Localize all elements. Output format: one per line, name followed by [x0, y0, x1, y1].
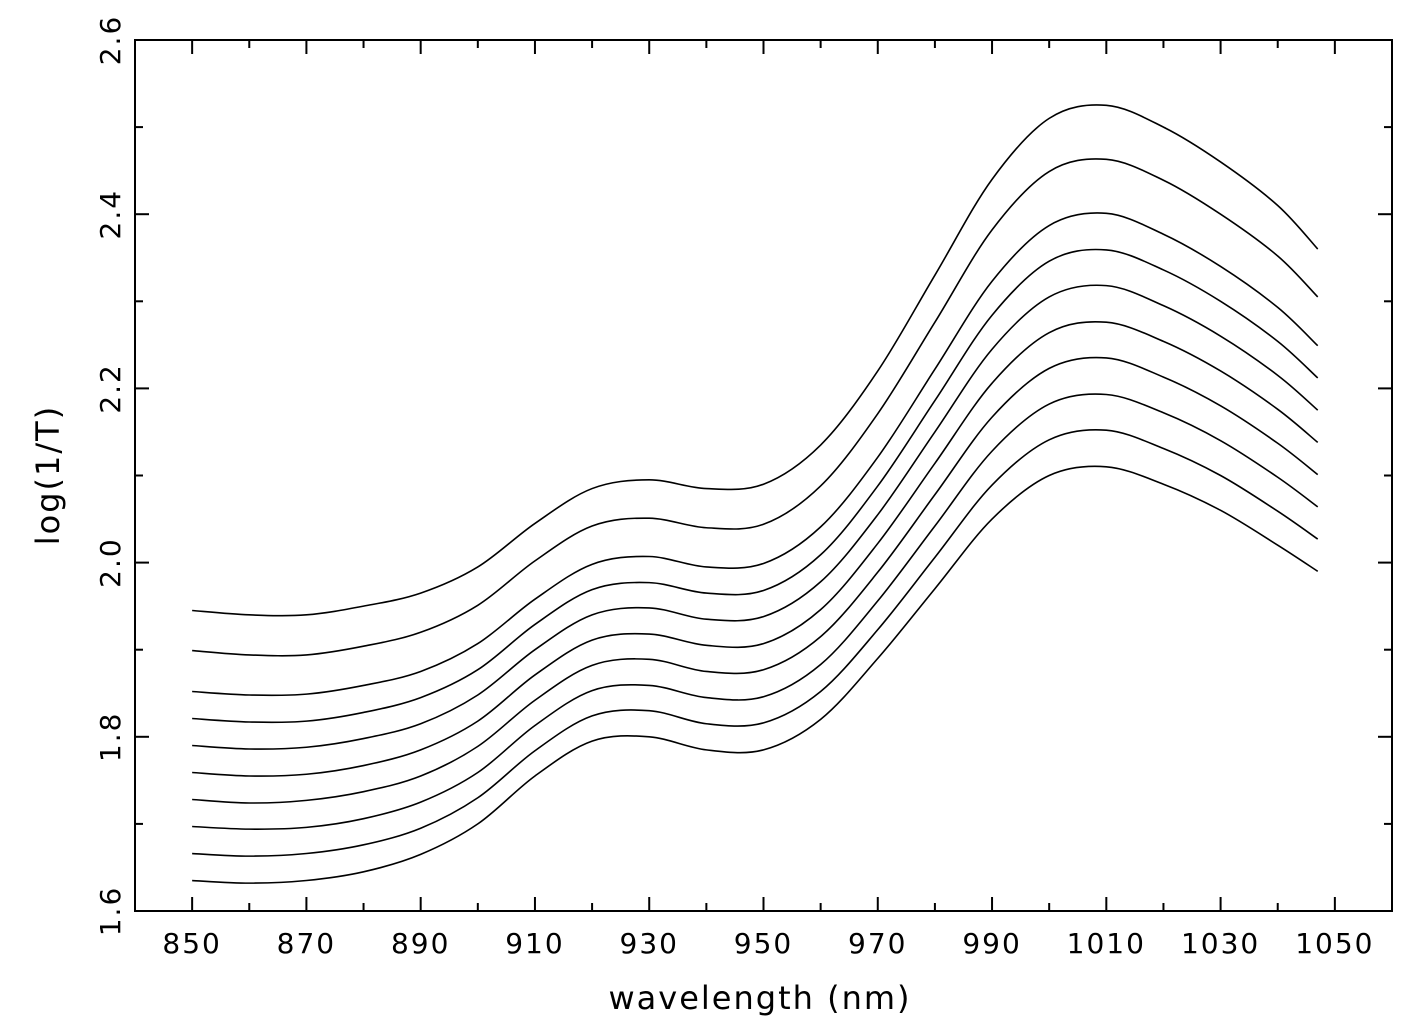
x-tick-label: 850	[162, 927, 221, 960]
y-axis-label: log(1/T)	[29, 405, 67, 545]
y-tick-label: 1.8	[94, 712, 127, 763]
plot-frame	[134, 39, 1393, 912]
y-tick-label: 1.6	[94, 886, 127, 937]
x-axis-label: wavelength (nm)	[609, 979, 912, 1017]
x-tick-label: 930	[620, 927, 679, 960]
x-tick-label: 870	[277, 927, 336, 960]
spectrum-line	[192, 248, 1319, 724]
y-tick-label: 2.0	[94, 537, 127, 588]
spectrum-line	[192, 356, 1319, 804]
spectrum-line	[192, 158, 1319, 657]
spectrum-line	[192, 320, 1319, 777]
x-tick-label: 970	[848, 927, 907, 960]
y-tick-label: 2.6	[94, 15, 127, 66]
spectrum-line	[192, 429, 1319, 857]
x-tick-label: 1050	[1295, 927, 1374, 960]
y-tick-label: 2.4	[94, 189, 127, 240]
x-tick-label: 890	[391, 927, 450, 960]
x-tick-label: 910	[505, 927, 564, 960]
spectrum-line	[192, 212, 1319, 697]
spectrum-line	[192, 284, 1319, 750]
spectrum-line	[192, 393, 1319, 830]
x-tick-label: 1030	[1181, 927, 1260, 960]
x-tick-label: 1010	[1067, 927, 1146, 960]
spectrum-line	[192, 465, 1319, 884]
x-tick-label: 950	[734, 927, 793, 960]
x-tick-label: 990	[962, 927, 1021, 960]
spectrum-line	[192, 104, 1319, 617]
y-tick-label: 2.2	[94, 363, 127, 414]
